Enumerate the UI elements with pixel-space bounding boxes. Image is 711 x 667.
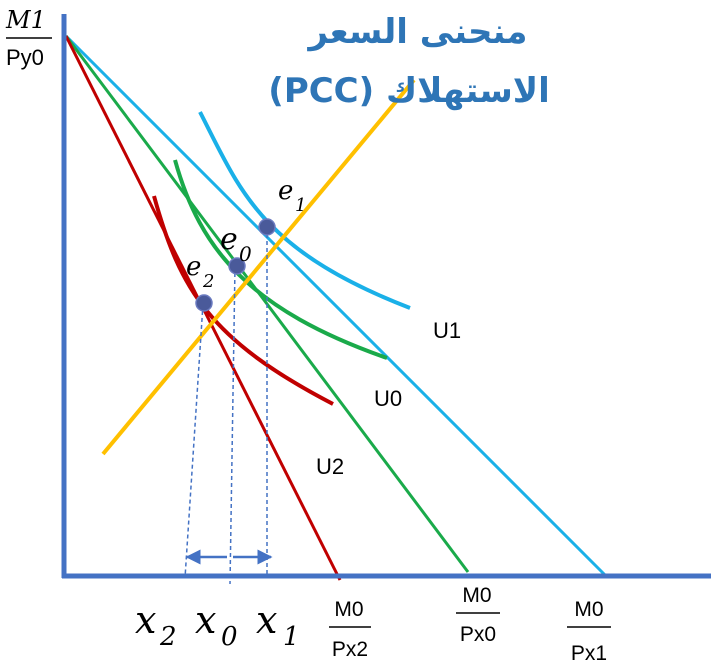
indifference-curve-u2	[152, 195, 334, 406]
svg-text:e: e	[278, 176, 293, 206]
pcc-curve	[101, 78, 416, 456]
label-u1: U1	[433, 318, 461, 343]
svg-text:0: 0	[221, 622, 238, 652]
title-line-2: الاستهلاك (PCC)	[268, 71, 549, 111]
svg-text:M0: M0	[334, 598, 363, 621]
indifference-curve-u1	[198, 111, 411, 310]
dashed-line-x0	[229, 265, 236, 585]
x-intercept-label-px0: M0 Px0	[456, 584, 500, 646]
svg-text:Px1: Px1	[571, 642, 607, 665]
svg-text:M0: M0	[574, 598, 603, 621]
svg-text:M0: M0	[462, 584, 491, 607]
svg-text:2: 2	[159, 622, 177, 652]
svg-text:Px0: Px0	[460, 623, 496, 646]
equilibrium-label-e1: e 1	[278, 176, 306, 216]
equilibrium-label-e0: e 0	[220, 222, 252, 266]
label-u0: U0	[374, 386, 402, 411]
equilibrium-label-e2: e 2	[186, 252, 214, 292]
y-axis-label-numerator: M1	[5, 6, 46, 34]
quantity-label-x2: x 2	[135, 598, 177, 652]
svg-text:x: x	[256, 598, 277, 642]
svg-text:1: 1	[283, 622, 300, 652]
svg-text:0: 0	[239, 242, 252, 266]
x-intercept-label-px2: M0 Px2	[329, 598, 371, 661]
indifference-curve-u0	[173, 159, 388, 360]
label-u2: U2	[316, 454, 344, 479]
svg-text:x: x	[195, 598, 216, 642]
svg-text:1: 1	[295, 195, 306, 216]
svg-text:e: e	[186, 252, 201, 282]
quantity-label-x0: x 0	[195, 598, 238, 652]
dashed-line-x2	[184, 303, 204, 579]
svg-text:e: e	[220, 222, 238, 257]
equilibrium-point-e2	[195, 294, 213, 312]
quantity-label-x1: x 1	[256, 598, 300, 652]
equilibrium-point-e0	[228, 257, 246, 275]
svg-text:Px2: Px2	[332, 638, 368, 661]
title-line-1: منحنى السعر	[307, 12, 528, 52]
y-axis-label-denominator: Py0	[6, 45, 44, 70]
svg-text:2: 2	[202, 271, 214, 292]
budget-line-px1	[64, 34, 608, 578]
svg-text:x: x	[135, 598, 156, 642]
equilibrium-point-e1	[258, 218, 276, 236]
x-intercept-label-px1: M0 Px1	[567, 598, 611, 665]
